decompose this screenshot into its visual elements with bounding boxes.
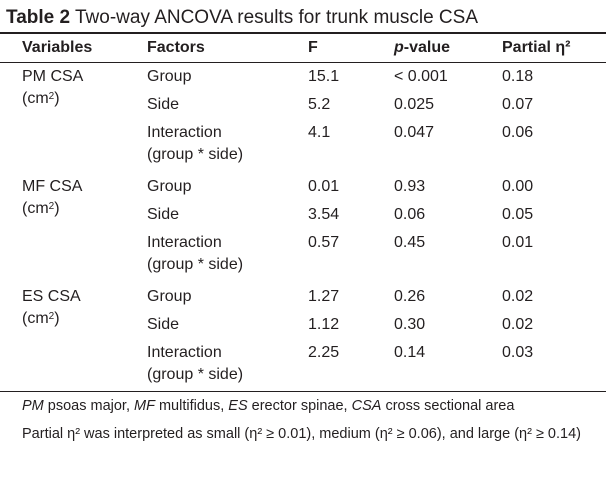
factor-name: Group xyxy=(147,178,192,195)
p-value: 0.06 xyxy=(394,206,426,223)
header-variables: Variables xyxy=(22,39,93,56)
unit-prefix: (cm xyxy=(22,200,49,217)
abbreviation: PM xyxy=(22,398,44,414)
partial-eta-value: 0.03 xyxy=(502,344,534,361)
factor-name: Interaction xyxy=(147,234,222,251)
unit-prefix: (cm xyxy=(22,90,49,107)
factor-name: Side xyxy=(147,316,180,333)
p-value: 0.45 xyxy=(394,234,426,251)
abbreviation-definition: multifidus, xyxy=(154,398,229,414)
unit-exponent: 2 xyxy=(48,201,55,212)
abbreviation: MF xyxy=(134,398,155,414)
header-p-value: p-value xyxy=(394,37,450,59)
p-value: 0.93 xyxy=(394,178,426,195)
header-p-letter: p xyxy=(394,39,404,56)
variable-unit: (cm2) xyxy=(22,198,60,219)
unit-suffix: ) xyxy=(54,90,60,107)
partial-eta-value: 0.02 xyxy=(502,316,534,333)
unit-suffix: ) xyxy=(54,200,60,217)
factor-name: Group xyxy=(147,288,192,305)
partial-eta-value: 0.00 xyxy=(502,178,534,195)
f-value: 0.01 xyxy=(308,178,340,195)
f-value: 1.12 xyxy=(308,316,340,333)
table-title: Two-way ANCOVA results for trunk muscle … xyxy=(75,7,478,28)
f-value: 1.27 xyxy=(308,288,340,305)
unit-suffix: ) xyxy=(54,310,60,327)
table-caption: Table 2 Two-way ANCOVA results for trunk… xyxy=(6,6,478,30)
top-rule xyxy=(0,32,606,34)
variable-unit: (cm2) xyxy=(22,88,60,109)
variable-name: ES CSA xyxy=(22,288,81,305)
factor-name: Interaction xyxy=(147,124,222,141)
partial-eta-value: 0.05 xyxy=(502,206,534,223)
header-p-suffix: -value xyxy=(403,39,451,56)
header-factors: Factors xyxy=(147,39,205,56)
unit-exponent: 2 xyxy=(48,311,55,322)
bottom-rule xyxy=(0,391,606,392)
abbreviation-footnote: PM psoas major, MF multifidus, ES erecto… xyxy=(22,396,600,416)
abbreviation: ES xyxy=(228,398,248,414)
factor-name-continued: (group * side) xyxy=(147,256,244,273)
header-rule xyxy=(0,62,606,63)
variable-name: PM CSA xyxy=(22,68,84,85)
factor-name-continued: (group * side) xyxy=(147,366,244,383)
variable-unit: (cm2) xyxy=(22,308,60,329)
f-value: 4.1 xyxy=(308,124,331,141)
p-value: 0.30 xyxy=(394,316,426,333)
header-partial-eta: Partial η² xyxy=(502,39,571,56)
unit-prefix: (cm xyxy=(22,310,49,327)
table-label: Table 2 xyxy=(6,7,71,28)
factor-name: Side xyxy=(147,96,180,113)
f-value: 0.57 xyxy=(308,234,340,251)
p-value: 0.025 xyxy=(394,96,435,113)
abbreviation-definition: psoas major, xyxy=(43,398,135,414)
abbreviation-definition: cross sectional area xyxy=(381,398,515,414)
abbreviation: CSA xyxy=(351,398,382,414)
f-value: 2.25 xyxy=(308,344,340,361)
abbreviation-definition: erector spinae, xyxy=(247,398,352,414)
partial-eta-value: 0.06 xyxy=(502,124,534,141)
factor-name-continued: (group * side) xyxy=(147,146,244,163)
interpretation-footnote: Partial η² was interpreted as small (η² … xyxy=(22,426,581,442)
f-value: 3.54 xyxy=(308,206,340,223)
f-value: 5.2 xyxy=(308,96,331,113)
p-value: < 0.001 xyxy=(394,68,448,85)
variable-name: MF CSA xyxy=(22,178,83,195)
factor-name: Interaction xyxy=(147,344,222,361)
unit-exponent: 2 xyxy=(48,91,55,102)
partial-eta-value: 0.02 xyxy=(502,288,534,305)
p-value: 0.047 xyxy=(394,124,435,141)
partial-eta-value: 0.01 xyxy=(502,234,534,251)
factor-name: Group xyxy=(147,68,192,85)
f-value: 15.1 xyxy=(308,68,340,85)
p-value: 0.26 xyxy=(394,288,426,305)
partial-eta-value: 0.18 xyxy=(502,68,534,85)
header-f: F xyxy=(308,39,318,56)
partial-eta-value: 0.07 xyxy=(502,96,534,113)
factor-name: Side xyxy=(147,206,180,223)
p-value: 0.14 xyxy=(394,344,426,361)
